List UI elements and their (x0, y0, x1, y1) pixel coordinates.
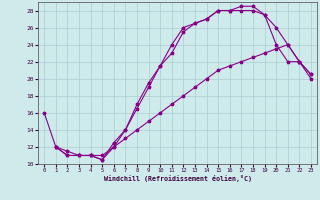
X-axis label: Windchill (Refroidissement éolien,°C): Windchill (Refroidissement éolien,°C) (104, 175, 252, 182)
